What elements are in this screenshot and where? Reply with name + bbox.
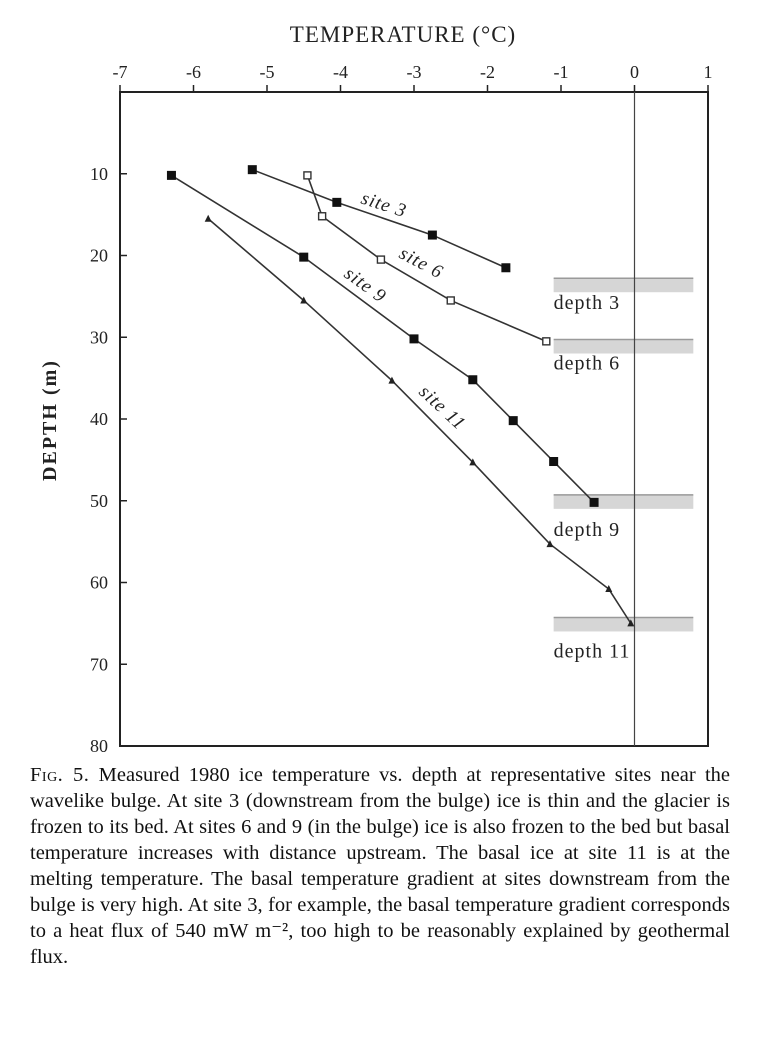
x-tick-label: -6 bbox=[186, 62, 201, 82]
x-tick-label: -7 bbox=[113, 62, 128, 82]
site-6-point bbox=[446, 296, 455, 305]
site-9-point bbox=[549, 457, 559, 467]
site-9-point bbox=[468, 375, 478, 385]
chart-svg: TEMPERATURE (°C) DEPTH (m) -7 -6 -5 -4 -3 -2-… bbox=[39, 22, 713, 756]
site-9-label: site 9 bbox=[340, 263, 390, 307]
site-11-point bbox=[300, 296, 308, 304]
axis-ticks: -7 -6 -5 -4 -3 -2 -1 0 1 10 20 30 40 50 60 70 80 bbox=[90, 62, 713, 756]
site-3-point bbox=[332, 197, 342, 207]
site-9-point bbox=[166, 170, 176, 180]
x-tick-label: -4 bbox=[333, 62, 348, 82]
site-11-point bbox=[388, 376, 396, 384]
site-6-point bbox=[542, 337, 551, 346]
site-6-label: site 6 bbox=[396, 243, 447, 283]
depth-band bbox=[553, 339, 694, 354]
y-tick-label: 10 bbox=[90, 164, 108, 184]
site-3-point bbox=[501, 263, 511, 273]
site-9-point bbox=[409, 334, 419, 344]
site-6-point bbox=[317, 212, 327, 221]
x-tick-label: -3 bbox=[407, 62, 422, 82]
site-9-point bbox=[589, 497, 599, 507]
depth-label-3: depth 9 bbox=[554, 519, 620, 541]
y-tick-label: 80 bbox=[90, 736, 108, 756]
chart-figure: TEMPERATURE (°C) DEPTH (m) -7 -6 -5 -4 -3 -2-… bbox=[39, 22, 713, 756]
site-6-point bbox=[376, 255, 386, 264]
y-tick-label: 20 bbox=[90, 246, 108, 266]
site-3-line bbox=[252, 168, 507, 269]
site-9-point bbox=[299, 252, 309, 262]
depth-label-4: depth 11 bbox=[554, 640, 631, 662]
depth-band bbox=[553, 494, 694, 509]
site-3-label: site 3 bbox=[358, 188, 409, 222]
x-tick-label: -5 bbox=[260, 62, 275, 82]
y-tick-label: 50 bbox=[90, 491, 108, 511]
y-tick-label: 60 bbox=[90, 573, 108, 593]
site-9-line bbox=[171, 174, 595, 503]
x-axis-title: TEMPERATURE (°C) bbox=[290, 22, 516, 47]
depth-bands bbox=[553, 277, 694, 632]
series-group bbox=[166, 165, 635, 627]
site-3-point bbox=[427, 230, 437, 240]
x-tick-label: -2 bbox=[480, 62, 495, 82]
depth-label-1: depth 3 bbox=[554, 292, 620, 314]
caption-fig-label: Fig. 5. bbox=[30, 764, 90, 786]
depth-band bbox=[553, 617, 694, 632]
y-tick-label: 30 bbox=[90, 327, 108, 347]
y-axis-title: DEPTH (m) bbox=[39, 359, 61, 481]
site-11-label: site 11 bbox=[415, 381, 470, 434]
x-tick-label: 0 bbox=[630, 62, 639, 82]
y-tick-label: 70 bbox=[90, 654, 108, 674]
site-11-point bbox=[605, 585, 613, 593]
site-11-point bbox=[546, 540, 554, 548]
site-6-point bbox=[303, 171, 312, 180]
depth-label-2: depth 6 bbox=[554, 353, 620, 375]
depth-band bbox=[553, 278, 694, 293]
site-11-point bbox=[627, 619, 635, 627]
site-9-point bbox=[508, 416, 518, 426]
site-3-point bbox=[247, 165, 257, 175]
x-tick-label: -1 bbox=[554, 62, 569, 82]
figure-caption: Fig. 5. Measured 1980 ice temperature vs… bbox=[30, 762, 730, 970]
site-11-point bbox=[204, 214, 212, 222]
y-tick-label: 40 bbox=[90, 409, 108, 429]
caption-text: Measured 1980 ice temperature vs. depth … bbox=[30, 764, 730, 968]
x-tick-label: 1 bbox=[704, 62, 713, 82]
site-11-point bbox=[469, 458, 477, 466]
